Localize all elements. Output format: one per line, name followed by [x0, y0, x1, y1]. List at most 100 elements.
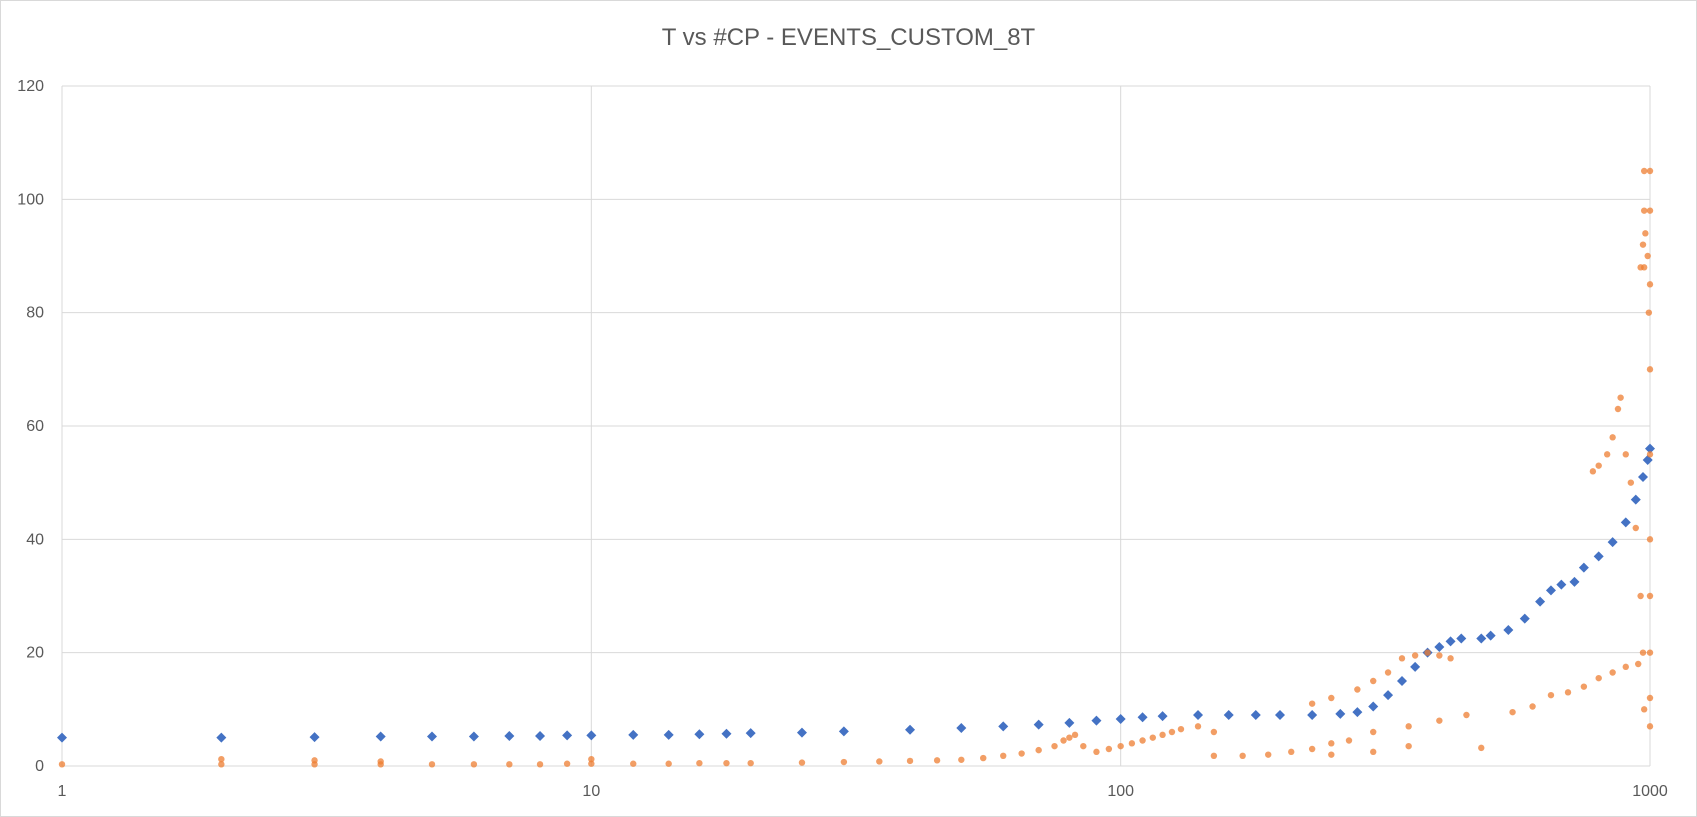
data-point: [57, 732, 67, 743]
data-point: [1545, 585, 1556, 596]
data-point: [1370, 728, 1377, 736]
data-point: [1250, 710, 1261, 720]
y-tick-label: 120: [17, 78, 44, 95]
data-point: [665, 760, 672, 767]
data-point: [563, 760, 571, 767]
data-point: [956, 723, 967, 734]
data-point: [1328, 751, 1335, 758]
data-point: [1033, 719, 1044, 730]
data-point: [1485, 630, 1496, 641]
data-point: [536, 761, 544, 768]
data-point: [630, 760, 637, 767]
data-point: [1646, 536, 1654, 543]
data-point: [1640, 264, 1648, 271]
data-point: [1609, 669, 1616, 676]
data-point: [1018, 750, 1025, 757]
data-point: [1580, 683, 1588, 690]
data-point: [1370, 748, 1377, 756]
data-point: [1370, 677, 1377, 685]
data-point: [1128, 740, 1136, 747]
data-point: [1630, 494, 1641, 505]
data-point: [838, 726, 849, 737]
data-point: [586, 730, 597, 741]
x-tick-label: 1: [58, 783, 67, 800]
data-point: [1275, 710, 1286, 720]
data-point: [1456, 633, 1467, 644]
data-point: [1410, 661, 1421, 672]
data-point: [1609, 434, 1616, 441]
data-point: [1535, 596, 1546, 607]
data-point: [1639, 649, 1647, 656]
data-point: [628, 729, 639, 740]
data-point: [375, 731, 386, 742]
data-point: [1642, 230, 1649, 237]
data-point: [933, 757, 941, 764]
data-series: [57, 167, 1655, 768]
data-point: [745, 728, 756, 739]
data-point: [796, 727, 807, 738]
data-point: [58, 761, 66, 768]
data-point: [696, 759, 703, 767]
data-point: [1447, 655, 1454, 662]
data-point: [1117, 742, 1124, 750]
data-point: [876, 758, 883, 765]
data-point: [1646, 451, 1654, 458]
data-point: [1137, 712, 1148, 723]
data-point: [1620, 517, 1631, 528]
data-point: [1639, 241, 1647, 248]
data-point: [1288, 748, 1295, 756]
data-point: [426, 731, 437, 742]
data-point: [1398, 655, 1406, 662]
data-point: [1405, 742, 1412, 750]
data-point: [216, 732, 227, 743]
data-point: [1194, 723, 1202, 730]
data-point: [1035, 746, 1042, 754]
data-point: [1411, 652, 1419, 659]
data-point: [311, 757, 318, 764]
data-point: [1307, 710, 1318, 720]
data-point: [1335, 708, 1346, 719]
data-point: [980, 754, 987, 762]
data-point: [1603, 451, 1611, 458]
data-point: [1177, 725, 1185, 733]
data-point: [535, 730, 546, 741]
y-tick-label: 40: [26, 531, 44, 548]
data-point: [1564, 689, 1572, 696]
data-point: [798, 759, 806, 766]
data-point: [1168, 728, 1176, 736]
data-point: [906, 757, 914, 765]
y-tick-label: 0: [35, 758, 44, 775]
data-point: [1640, 207, 1648, 214]
data-point: [1193, 710, 1204, 720]
data-point: [1569, 576, 1580, 587]
data-point: [1308, 745, 1316, 753]
data-point: [1627, 479, 1635, 486]
data-point: [1436, 717, 1443, 724]
data-point: [588, 760, 595, 767]
data-point: [1328, 740, 1335, 747]
data-point: [1589, 468, 1597, 475]
y-tick-label: 80: [26, 305, 44, 322]
data-point: [1060, 737, 1067, 744]
data-point: [1000, 752, 1007, 759]
data-point: [1644, 252, 1651, 260]
data-point: [309, 732, 320, 743]
data-point: [1384, 669, 1392, 676]
data-point: [1646, 281, 1654, 288]
data-point: [377, 758, 384, 765]
data-point: [1383, 690, 1394, 701]
data-point: [1265, 751, 1272, 758]
data-point: [1405, 723, 1412, 730]
data-point: [562, 730, 573, 741]
data-point: [694, 729, 705, 740]
data-point: [1080, 742, 1087, 750]
data-point: [1637, 592, 1644, 600]
data-point: [218, 761, 225, 768]
data-point: [1617, 394, 1624, 401]
y-tick-label: 20: [26, 645, 44, 662]
chart-title: T vs #CP - EVENTS_CUSTOM_8T: [661, 24, 1036, 51]
data-point: [663, 729, 674, 740]
data-point: [1635, 660, 1642, 668]
data-point: [218, 756, 225, 763]
